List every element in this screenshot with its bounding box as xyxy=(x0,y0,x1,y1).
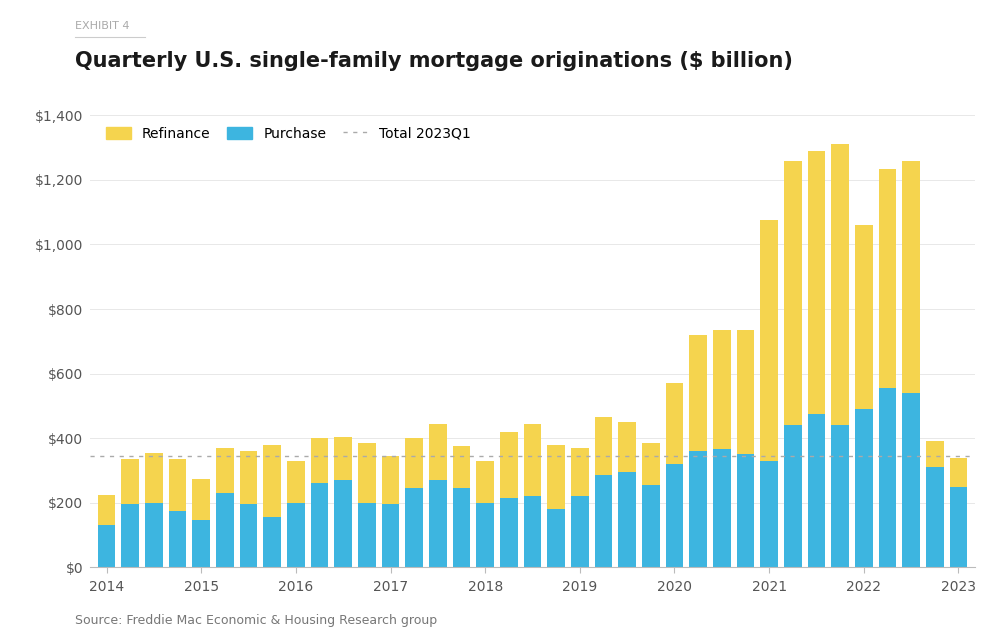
Bar xyxy=(382,456,399,504)
Bar xyxy=(287,461,305,503)
Bar xyxy=(98,495,115,526)
Bar xyxy=(98,526,115,567)
Bar xyxy=(855,409,873,567)
Bar xyxy=(453,446,470,488)
Bar xyxy=(476,503,494,567)
Bar xyxy=(382,504,399,567)
Bar xyxy=(216,493,234,567)
Bar xyxy=(808,414,825,567)
Bar xyxy=(902,393,920,567)
Bar xyxy=(311,483,328,567)
Bar xyxy=(500,432,518,498)
Bar xyxy=(902,161,920,393)
Bar xyxy=(618,472,636,567)
Text: EXHIBIT 4: EXHIBIT 4 xyxy=(75,21,130,31)
Bar xyxy=(571,448,589,496)
Bar xyxy=(642,485,660,567)
Bar xyxy=(524,496,541,567)
Bar xyxy=(926,442,944,467)
Bar xyxy=(405,438,423,488)
Bar xyxy=(476,461,494,503)
Bar xyxy=(713,330,731,449)
Bar xyxy=(950,487,967,567)
Bar xyxy=(760,221,778,461)
Bar xyxy=(263,517,281,567)
Bar xyxy=(287,503,305,567)
Bar xyxy=(263,445,281,517)
Bar xyxy=(121,459,139,504)
Bar xyxy=(169,459,186,511)
Bar xyxy=(879,388,896,567)
Bar xyxy=(334,480,352,567)
Bar xyxy=(879,169,896,388)
Bar xyxy=(453,488,470,567)
Bar xyxy=(358,443,376,503)
Bar xyxy=(784,161,802,425)
Bar xyxy=(689,451,707,567)
Bar xyxy=(595,417,612,475)
Bar xyxy=(192,479,210,520)
Bar xyxy=(831,425,849,567)
Bar xyxy=(926,467,944,567)
Bar xyxy=(121,504,139,567)
Text: Quarterly U.S. single-family mortgage originations ($ billion): Quarterly U.S. single-family mortgage or… xyxy=(75,51,793,71)
Legend: Refinance, Purchase, Total 2023Q1: Refinance, Purchase, Total 2023Q1 xyxy=(106,127,471,141)
Bar xyxy=(547,445,565,509)
Bar xyxy=(595,475,612,567)
Bar xyxy=(240,451,257,504)
Bar xyxy=(405,488,423,567)
Bar xyxy=(831,144,849,425)
Bar xyxy=(169,511,186,567)
Bar xyxy=(334,437,352,480)
Bar xyxy=(618,422,636,472)
Bar xyxy=(808,151,825,414)
Bar xyxy=(689,335,707,451)
Bar xyxy=(547,509,565,567)
Bar xyxy=(784,425,802,567)
Bar xyxy=(500,498,518,567)
Bar xyxy=(524,424,541,496)
Bar xyxy=(429,480,447,567)
Bar xyxy=(737,330,754,454)
Bar xyxy=(760,461,778,567)
Bar xyxy=(713,449,731,567)
Bar xyxy=(311,438,328,483)
Bar xyxy=(571,496,589,567)
Text: Source: Freddie Mac Economic & Housing Research group: Source: Freddie Mac Economic & Housing R… xyxy=(75,613,437,627)
Bar xyxy=(145,503,163,567)
Bar xyxy=(216,448,234,493)
Bar xyxy=(240,504,257,567)
Bar xyxy=(737,454,754,567)
Bar xyxy=(145,453,163,503)
Bar xyxy=(642,443,660,485)
Bar xyxy=(192,520,210,567)
Bar xyxy=(950,458,967,487)
Bar xyxy=(666,464,683,567)
Bar xyxy=(666,383,683,464)
Bar xyxy=(358,503,376,567)
Bar xyxy=(429,424,447,480)
Bar xyxy=(855,225,873,409)
